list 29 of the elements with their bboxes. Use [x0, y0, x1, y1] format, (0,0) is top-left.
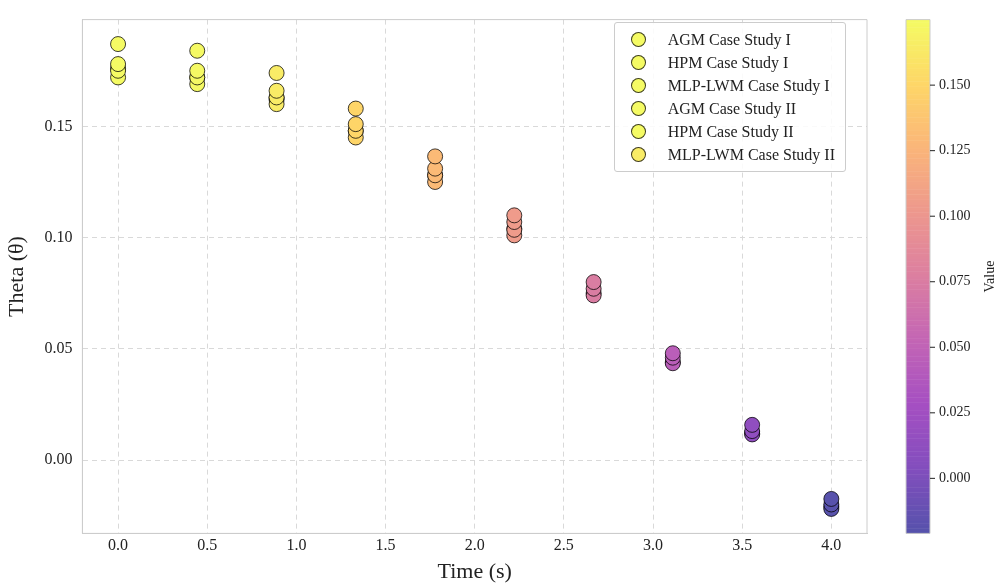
color-bar-title: Value: [981, 260, 997, 293]
x-tick-label: 2.5: [553, 536, 574, 554]
legend-label: AGM Case Study II: [667, 99, 797, 118]
legend-label: HPM Case Study I: [667, 53, 789, 72]
x-tick-label: 0.0: [108, 536, 129, 554]
color-bar-label: 0.075: [939, 273, 971, 289]
color-bar-label: 0.100: [939, 207, 971, 223]
x-tick-label: 1.5: [375, 536, 396, 554]
x-tick-label: 1.0: [286, 536, 307, 554]
y-tick-label: 0.05: [44, 338, 73, 356]
x-tick-label: 4.0: [821, 536, 842, 554]
x-tick-label: 3.0: [643, 536, 664, 554]
y-tick-label: 0.10: [44, 227, 73, 245]
legend-label: AGM Case Study I: [667, 30, 791, 49]
y-axis-title: Theta (θ): [2, 236, 28, 317]
x-tick-label: 3.5: [732, 536, 753, 554]
y-tick-label: 0.15: [44, 116, 73, 134]
color-bar-label: 0.000: [939, 470, 971, 486]
x-axis-title: Time (s): [437, 557, 512, 583]
color-bar-label: 0.025: [939, 404, 971, 420]
legend-label: MLP-LWM Case Study II: [667, 145, 835, 164]
color-bar-label: 0.125: [939, 142, 971, 158]
x-tick-label: 0.5: [197, 536, 218, 554]
x-tick-label: 2.0: [464, 536, 485, 554]
color-bar-label: 0.150: [939, 76, 971, 92]
y-tick-label: 0.00: [44, 450, 73, 468]
legend-label: MLP-LWM Case Study I: [667, 76, 830, 95]
legend-label: HPM Case Study II: [667, 122, 794, 141]
color-bar-label: 0.050: [939, 338, 971, 354]
